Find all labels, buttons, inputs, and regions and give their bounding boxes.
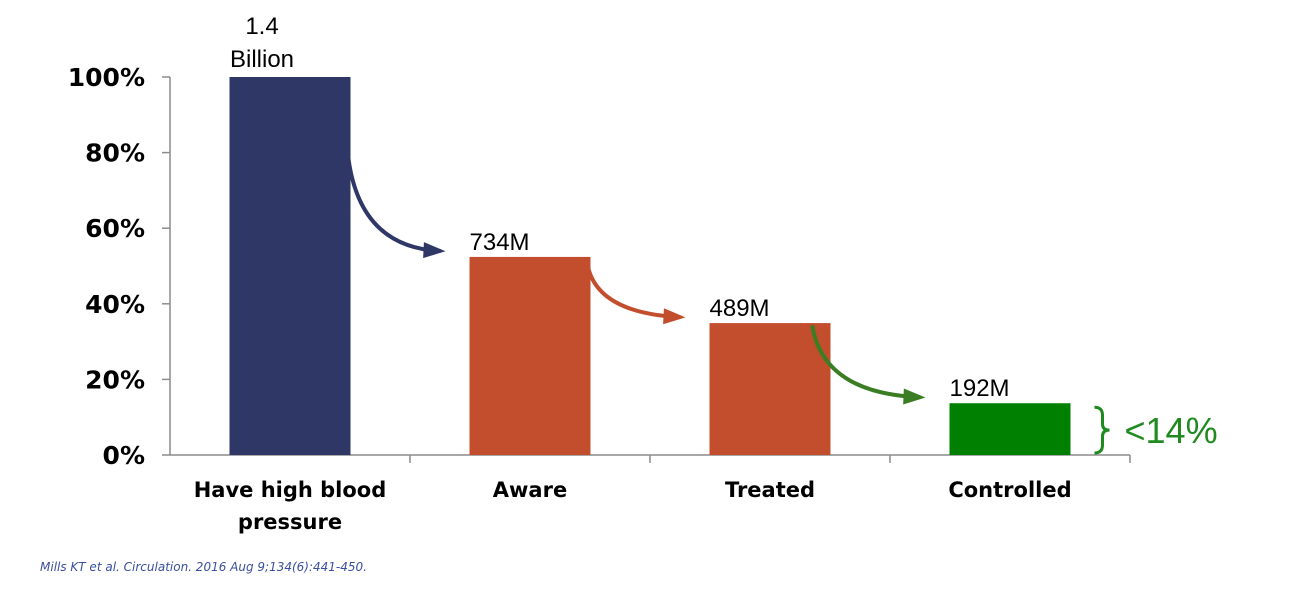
chart-labels: Have high blood pressure 1.4 Billion Aware 73… <box>194 13 1072 534</box>
citation: Mills KT et al. Circulation. 2016 Aug 9;… <box>40 560 367 574</box>
flow-arrow <box>810 325 922 400</box>
data-label: 1.4 Billion <box>230 13 294 73</box>
y-tick-label: 40% <box>85 290 145 319</box>
flow-arrow <box>346 157 442 253</box>
data-label: 192M <box>950 375 1010 402</box>
chart-arrows <box>346 157 926 405</box>
arrow-head-icon <box>423 242 446 259</box>
data-label: 734M <box>470 229 530 256</box>
x-tick-label: Aware <box>493 478 567 502</box>
y-tick-label: 100% <box>68 63 145 92</box>
bar-chart: 0% 20% 40% 60% 80% 100% Have high blood pressu… <box>68 13 1218 534</box>
y-tick-label: 80% <box>85 139 145 168</box>
y-tick-label: 60% <box>85 214 145 243</box>
annotation-label: <14% <box>1125 410 1218 451</box>
y-tick-label: 20% <box>85 365 145 394</box>
chart-axes: 0% 20% 40% 60% 80% 100% <box>68 63 1131 470</box>
bar <box>469 256 591 455</box>
x-tick-label: Controlled <box>948 478 1071 502</box>
arrow-head-icon <box>903 388 926 405</box>
bar <box>949 403 1071 455</box>
chart-bars <box>229 77 1071 455</box>
brace-icon <box>1094 405 1110 455</box>
bar <box>229 77 351 455</box>
y-tick-label: 0% <box>103 441 145 470</box>
x-tick-label: Have high blood pressure <box>194 478 387 534</box>
x-tick-label: Treated <box>725 478 815 502</box>
bar <box>709 323 831 455</box>
arrow-head-icon <box>663 308 686 325</box>
chart-annotation: <14% <box>1094 405 1218 455</box>
data-label: 489M <box>710 295 770 322</box>
